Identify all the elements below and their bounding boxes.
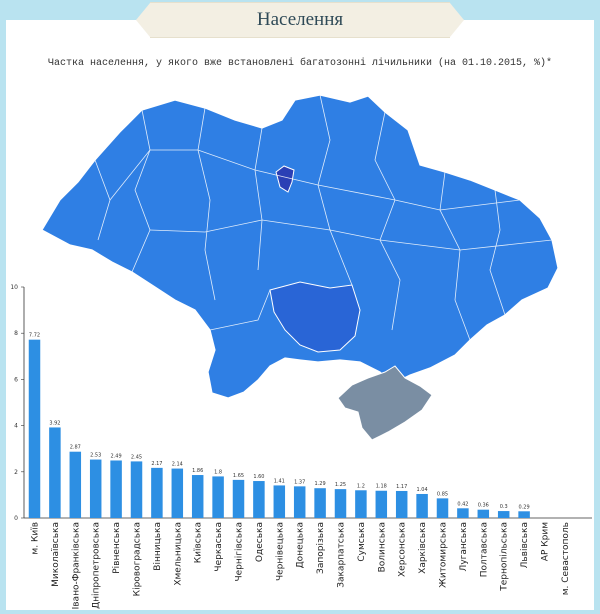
bar[interactable]	[253, 481, 265, 518]
category-label: Волинська	[377, 522, 387, 572]
bar[interactable]	[416, 493, 428, 518]
map-ukraine-mainland[interactable]	[41, 94, 559, 399]
bar[interactable]	[395, 490, 408, 518]
bar-value-label: 2.49	[111, 453, 122, 459]
bar[interactable]	[436, 498, 449, 518]
map-zaporizka-region[interactable]	[269, 281, 361, 353]
bar-value-label: 1.86	[192, 468, 203, 474]
category-label: Харківська	[418, 522, 428, 574]
category-label: Донецька	[296, 522, 306, 568]
bar-value-label: 1.17	[396, 484, 407, 490]
category-label: Житомирська	[439, 522, 449, 588]
bar-value-label: 1.18	[376, 484, 387, 490]
bar-value-label: 2.87	[70, 445, 81, 451]
y-tick-label: 2	[14, 469, 18, 476]
bar[interactable]	[518, 511, 530, 518]
category-label: Вінницька	[153, 522, 163, 571]
bar-value-label: 2.14	[172, 462, 183, 468]
page-title: Населення	[256, 9, 344, 30]
bar-value-label: 1.37	[294, 479, 305, 485]
category-label: Кіровоградська	[133, 522, 143, 596]
bar[interactable]	[130, 461, 143, 518]
category-labels: м. Київ Миколаївська Івано-Франківська Дніп…	[31, 522, 571, 609]
category-label: Тернопільська	[500, 522, 510, 592]
bar-value-label: 1.41	[274, 478, 285, 484]
bars	[28, 339, 530, 518]
bar[interactable]	[375, 490, 388, 518]
y-tick-label: 0	[14, 515, 18, 522]
bar-value-label: 0.42	[457, 501, 468, 507]
bar[interactable]	[355, 490, 367, 518]
bar-value-label: 1.60	[253, 474, 264, 480]
category-label: Чернігівська	[235, 522, 245, 582]
map-kyiv-city[interactable]	[275, 165, 295, 193]
category-label: Одеська	[255, 522, 265, 562]
category-label: Миколаївська	[51, 522, 61, 587]
bar[interactable]	[293, 486, 306, 518]
bar-value-label: 3.92	[49, 420, 60, 426]
y-tick-label: 4	[14, 423, 18, 430]
bar[interactable]	[89, 459, 102, 518]
bar[interactable]	[334, 489, 347, 518]
bar-value-label: 0.29	[519, 504, 530, 510]
value-labels: 7.72 3.92 2.87 2.53 2.49 2.45 2.17 2.14 1.86 1.8 1…	[29, 333, 530, 511]
map-region-borders	[94, 94, 553, 341]
y-tick-label: 10	[10, 284, 18, 291]
bar-value-label: 0.85	[437, 491, 448, 497]
y-tick-label: 8	[14, 330, 18, 337]
y-ticks: 0 2 4 6 8 10	[10, 284, 24, 522]
bar-value-label: 1.65	[233, 473, 244, 479]
bar[interactable]	[497, 511, 510, 518]
bar[interactable]	[314, 488, 326, 518]
category-label: м. Севастополь	[561, 522, 571, 595]
category-label: Запорізька	[316, 522, 326, 574]
category-label: Київська	[194, 522, 204, 563]
chart-title: Частка населення, у якого вже встановлен…	[47, 58, 553, 69]
bar[interactable]	[28, 339, 41, 518]
bar[interactable]	[477, 509, 490, 518]
category-label: Чернівецька	[275, 522, 285, 581]
bar-value-label: 2.53	[90, 453, 101, 459]
category-label: Луганська	[459, 522, 469, 571]
category-label: Закарпатська	[337, 522, 347, 588]
category-label: Хмельницька	[173, 522, 183, 586]
bar-value-label: 1.8	[214, 469, 222, 475]
category-label: Дніпропетровська	[92, 522, 102, 609]
category-label: Львівська	[520, 522, 530, 568]
category-label: Івано-Франківська	[71, 522, 81, 609]
category-label: Рівненська	[112, 522, 122, 574]
bar[interactable]	[191, 475, 204, 518]
category-label: Черкаська	[214, 522, 224, 572]
bar[interactable]	[151, 467, 163, 518]
bar-value-label: 2.45	[131, 454, 142, 460]
category-label: Херсонська	[398, 522, 408, 577]
bar[interactable]	[212, 476, 224, 518]
bar-value-label: 7.72	[29, 333, 40, 339]
bar-value-label: 1.29	[315, 481, 326, 487]
bar-value-label: 1.25	[335, 482, 346, 488]
bar-value-label: 2.17	[151, 461, 162, 467]
category-label: АР Крим	[541, 522, 551, 561]
bar[interactable]	[457, 508, 469, 518]
bar-value-label: 1.2	[357, 483, 365, 489]
bar[interactable]	[273, 485, 286, 518]
bar-value-label: 0.3	[500, 504, 508, 510]
bar[interactable]	[49, 427, 61, 518]
title-ribbon: Населення	[136, 2, 464, 38]
bar[interactable]	[232, 479, 245, 518]
bar-value-label: 1.04	[417, 487, 428, 493]
bar[interactable]	[69, 451, 82, 518]
ukraine-map	[41, 94, 559, 441]
bar-value-label: 0.36	[478, 503, 489, 509]
category-label: Сумська	[357, 522, 367, 562]
bar[interactable]	[171, 468, 184, 518]
category-label: Полтавська	[479, 522, 489, 577]
y-tick-label: 6	[14, 376, 18, 383]
bar[interactable]	[110, 460, 122, 518]
category-label: м. Київ	[31, 522, 41, 555]
map-crimea[interactable]	[337, 365, 433, 441]
